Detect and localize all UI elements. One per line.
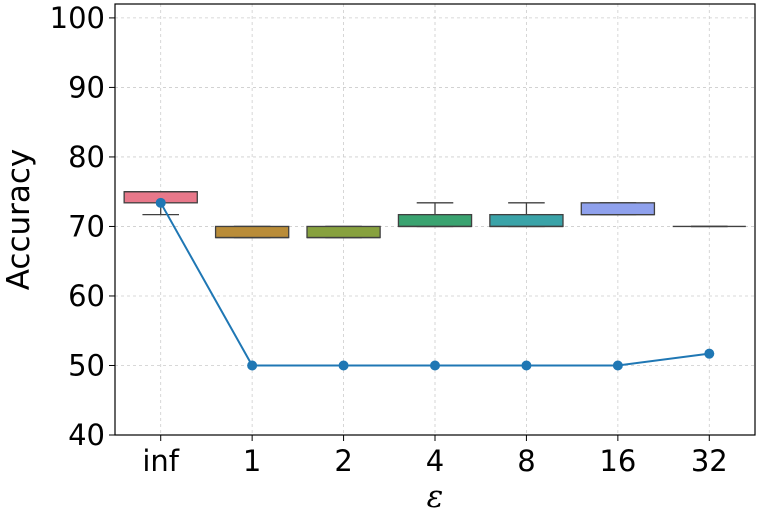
data-point: [430, 360, 440, 371]
x-tick-label: inf: [142, 444, 179, 478]
y-tick-label: 40: [68, 418, 105, 452]
data-point: [704, 348, 715, 359]
x-axis-ticks: inf 1 2 4 8 16 32: [142, 435, 728, 478]
x-tick-label: 32: [691, 444, 728, 478]
box-body: [397, 213, 473, 228]
box-8: [489, 202, 564, 228]
box-body: [306, 225, 381, 239]
box-1: [214, 225, 290, 239]
y-axis-ticks: 40 50 60 70 80 90 100: [50, 1, 115, 452]
y-tick-label: 60: [68, 279, 105, 313]
box-body: [580, 202, 656, 216]
box-plots: [123, 191, 746, 239]
data-point: [247, 360, 258, 371]
data-point: [612, 360, 623, 371]
data-point: [155, 197, 166, 208]
box-inf: [123, 191, 198, 216]
x-tick-label: 1: [243, 444, 261, 478]
box-16: [580, 202, 656, 216]
x-tick-label: 8: [517, 444, 535, 478]
x-axis-label: ε: [427, 479, 444, 515]
line-series: [155, 197, 715, 371]
box-body: [489, 213, 564, 228]
box-2: [306, 225, 381, 239]
x-tick-label: 16: [599, 444, 636, 478]
data-point: [521, 360, 532, 371]
y-tick-label: 50: [68, 348, 105, 382]
x-tick-label: 4: [426, 444, 444, 478]
y-tick-label: 90: [68, 70, 105, 104]
y-tick-label: 70: [68, 209, 105, 243]
box-body: [214, 225, 290, 239]
y-tick-label: 80: [68, 140, 105, 174]
data-point: [338, 360, 349, 371]
x-tick-label: 2: [334, 444, 352, 478]
y-axis-label: Accuracy: [1, 149, 37, 291]
y-tick-label: 100: [50, 1, 105, 35]
box-4: [397, 202, 473, 228]
